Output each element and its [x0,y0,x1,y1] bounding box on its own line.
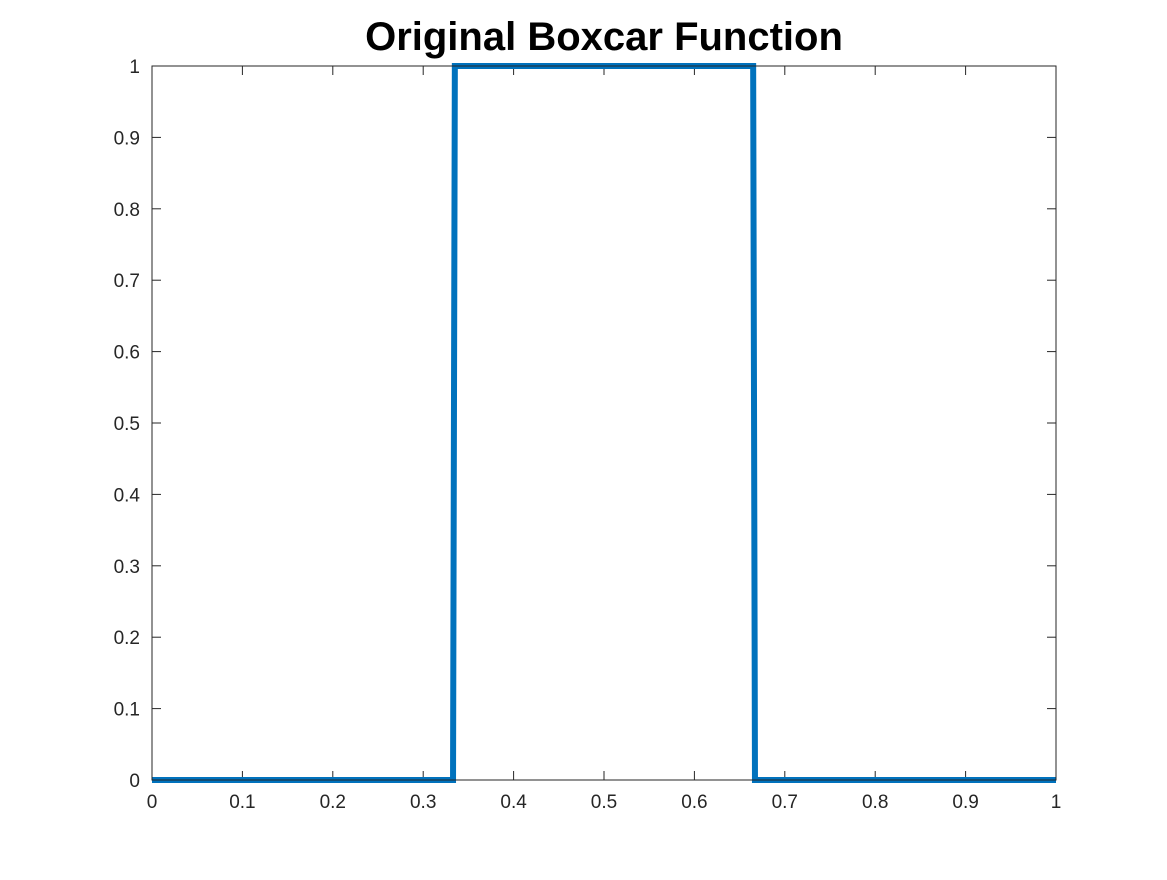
x-tick-label: 0.6 [681,792,707,813]
y-tick-label: 0.5 [114,414,140,435]
x-tick-label: 0.8 [862,792,888,813]
y-tick-label: 0.3 [114,557,140,578]
x-axis-ticks: 0 0.1 0.2 0.3 0.4 0.5 0.6 0.7 0.8 0.9 1 [147,66,1062,813]
axes-box [151,65,1057,781]
y-tick-label: 0.1 [114,700,140,721]
y-axis-ticks: 0 0.1 0.2 0.3 0.4 0.5 0.6 0.7 0.8 0.9 1 [114,57,1056,792]
chart-title: Original Boxcar Function [365,15,843,59]
x-tick-label: 0.7 [772,792,798,813]
y-tick-label: 1 [129,57,140,78]
x-tick-label: 0.2 [320,792,346,813]
y-tick-label: 0.7 [114,271,140,292]
y-tick-label: 0.8 [114,200,140,221]
series-layer [152,63,1056,783]
y-tick-label: 0 [129,771,140,792]
x-tick-label: 0.1 [229,792,255,813]
x-tick-label: 0.5 [591,792,617,813]
x-tick-label: 0.9 [952,792,978,813]
y-tick-label: 0.4 [114,485,141,506]
x-tick-label: 0.3 [410,792,436,813]
x-tick-label: 0.4 [500,792,527,813]
x-tick-label: 1 [1051,792,1062,813]
y-tick-label: 0.6 [114,343,140,364]
boxcar-series-line [152,63,1056,783]
y-tick-label: 0.9 [114,128,140,149]
y-tick-label: 0.2 [114,628,140,649]
x-tick-label: 0 [147,792,158,813]
